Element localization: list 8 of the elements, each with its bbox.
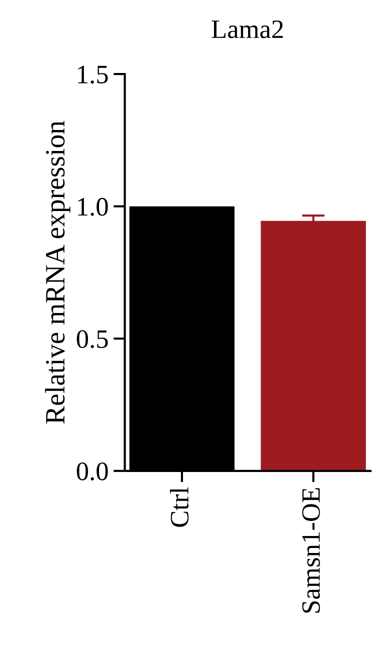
y-tick-label: 1.0	[78, 198, 108, 216]
y-tick-label: 0.0	[76, 462, 108, 480]
y-tick-label: 0.5	[76, 330, 108, 348]
chart-title: Lama2	[212, 20, 283, 38]
x-tick-label: Ctrl	[170, 487, 189, 527]
y-axis-title: Relative mRNA expression	[45, 120, 70, 424]
x-tick-label: Samsn1-OE	[302, 488, 320, 613]
y-tick-label: 1.5	[78, 66, 108, 84]
